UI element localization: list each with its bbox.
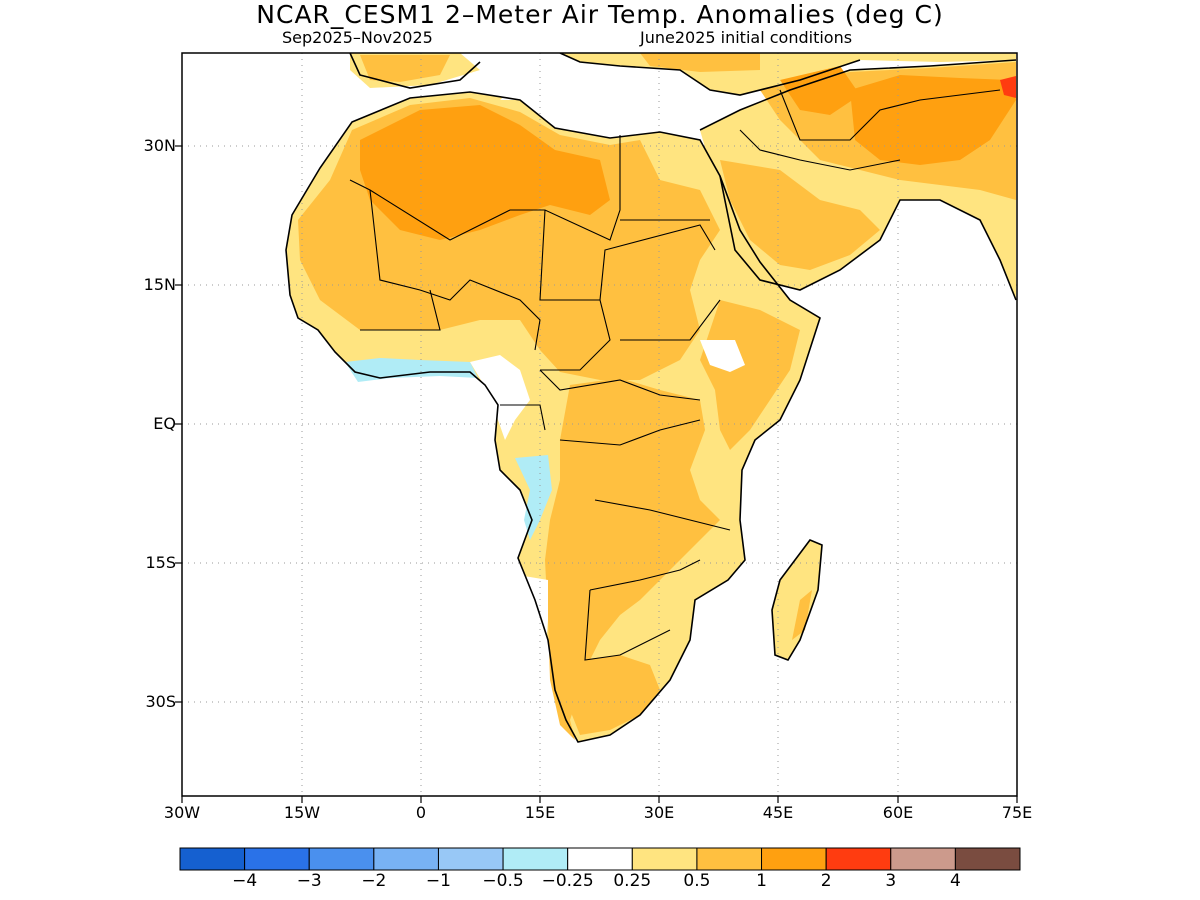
lat-label-30n: 30N <box>143 136 176 155</box>
colorbar-label: 1 <box>756 871 767 891</box>
anomaly-2-spot <box>1000 76 1016 98</box>
colorbar-label: −0.25 <box>541 871 594 891</box>
colorbar-swatch <box>179 847 246 871</box>
anomaly-1-sahara <box>360 105 610 240</box>
anomaly-neg-gulf-of-guinea <box>345 358 478 382</box>
colorbar-swatch <box>567 847 633 871</box>
colorbar-label: 2 <box>820 871 832 891</box>
map-title: NCAR_CESM1 2–Meter Air Temp. Anomalies (… <box>256 0 944 29</box>
colorbar-swatch <box>954 847 1021 871</box>
anomaly-neg-angola <box>515 455 552 540</box>
neutral-north-africa <box>500 80 640 128</box>
lon-label-30w: 30W <box>163 803 201 822</box>
anomaly-field <box>286 53 1016 742</box>
colorbar-swatch <box>631 847 698 871</box>
colorbar-label: 0.25 <box>613 871 652 891</box>
anomaly-0-5-arabia <box>720 160 880 270</box>
colorbar <box>179 847 1021 871</box>
country-borders <box>349 89 1001 661</box>
colorbar-swatch <box>761 847 827 871</box>
colorbar-label: −1 <box>425 871 451 891</box>
coastlines <box>285 53 1017 743</box>
lat-label-30s: 30S <box>145 692 176 711</box>
lon-label-30e: 30E <box>643 803 675 822</box>
anomaly-1-iran <box>850 75 1016 165</box>
colorbar-swatch <box>308 847 375 871</box>
anomaly-1-north <box>780 66 860 115</box>
lat-label-eq: EQ <box>153 414 176 433</box>
colorbar-swatch <box>502 847 569 871</box>
colorbar-label: −4 <box>232 871 258 891</box>
anomaly-0-5-east <box>700 300 800 450</box>
colorbar-label: −2 <box>361 871 387 891</box>
neutral-east-africa <box>700 340 745 372</box>
anomaly-0-5-europe <box>360 53 760 82</box>
lon-label-75e: 75E <box>1001 803 1033 822</box>
colorbar-label: 4 <box>949 871 961 891</box>
neutral-west-africa <box>470 355 530 440</box>
anomaly-0-5-central <box>545 378 720 740</box>
colorbar-swatch <box>890 847 956 871</box>
colorbar-swatch <box>825 847 892 871</box>
colorbar-swatch <box>696 847 763 871</box>
lon-label-0: 0 <box>415 803 427 822</box>
lon-label-45e: 45E <box>762 803 794 822</box>
initial-conditions-label: June2025 initial conditions <box>640 28 853 47</box>
madagascar-land <box>772 540 822 660</box>
axis-ticks <box>175 145 1018 803</box>
anomaly-0-5-madagascar <box>792 590 812 640</box>
colorbar-label: 0.5 <box>683 871 711 891</box>
lon-label-60e: 60E <box>882 803 914 822</box>
lat-label-15s: 15S <box>145 553 176 572</box>
neutral-south-africa <box>518 575 548 660</box>
colorbar-swatch <box>244 847 310 871</box>
lat-label-15n: 15N <box>143 275 176 294</box>
lon-label-15w: 15W <box>283 803 321 822</box>
colorbar-swatch <box>437 847 504 871</box>
lon-label-15e: 15E <box>524 803 556 822</box>
season-label: Sep2025–Nov2025 <box>282 28 433 47</box>
anomaly-0-5-south <box>570 655 660 735</box>
colorbar-swatch <box>373 847 439 871</box>
colorbar-label: −3 <box>296 871 322 891</box>
colorbar-label: −0.5 <box>482 871 524 891</box>
colorbar-label: 3 <box>885 871 897 891</box>
